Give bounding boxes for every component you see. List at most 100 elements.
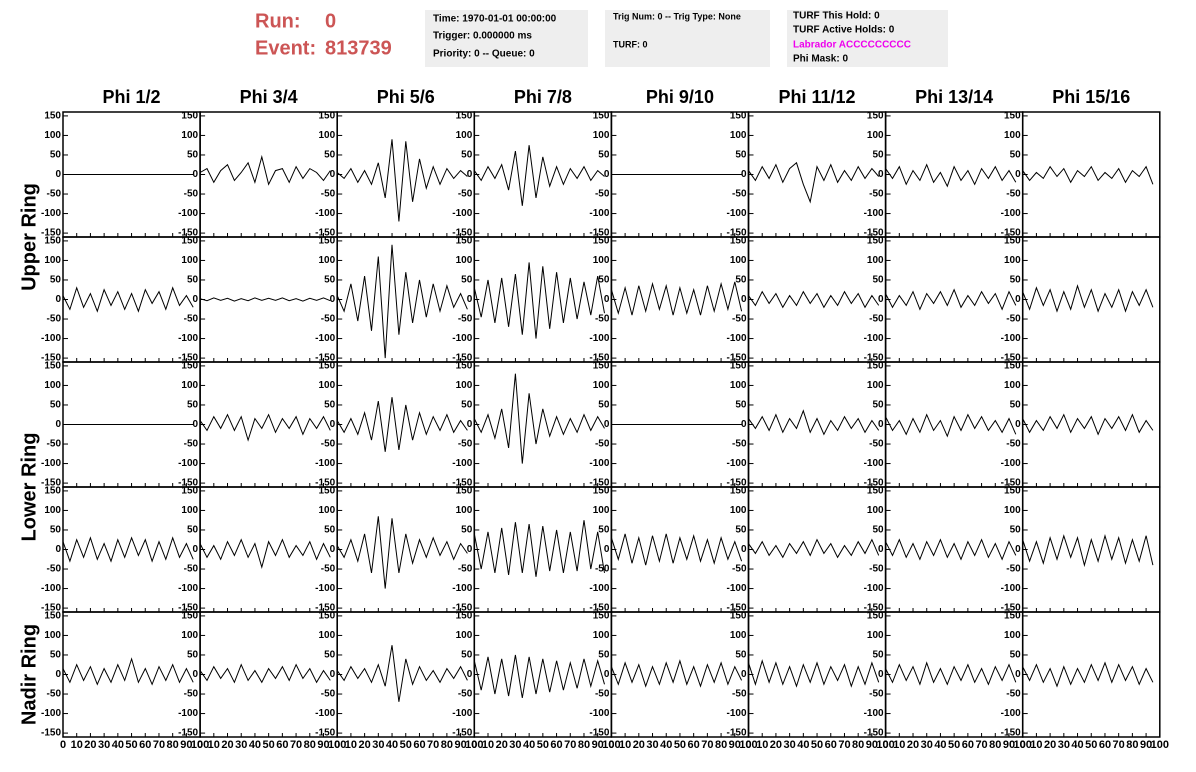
y-tick-label: 100 [44, 630, 61, 641]
x-tick-label: 40 [934, 739, 946, 751]
y-tick-label: 150 [1004, 361, 1021, 372]
y-tick-label: 150 [456, 486, 473, 497]
x-tick-label: 90 [592, 739, 604, 751]
run-label: Run: [255, 10, 301, 32]
y-tick-label: 50 [461, 400, 473, 411]
y-tick-label: -150 [178, 728, 198, 739]
y-tick-label: -150 [726, 353, 746, 364]
waveform [885, 538, 1017, 561]
y-tick-label: -50 [184, 189, 199, 200]
y-tick-label: 50 [735, 650, 747, 661]
x-tick-label: 40 [797, 739, 809, 751]
y-tick-label: -100 [1001, 208, 1021, 219]
y-tick-label: 150 [44, 486, 61, 497]
x-tick-label: 70 [290, 739, 302, 751]
y-tick-label: -100 [1001, 333, 1021, 344]
y-tick-label: -100 [589, 333, 609, 344]
x-tick-label: 90 [1003, 739, 1015, 751]
x-tick-label: 0 [334, 739, 340, 751]
y-tick-label: -100 [864, 208, 884, 219]
waveform [199, 663, 331, 684]
y-tick-label: -50 [595, 689, 610, 700]
panel-frame [1021, 486, 1161, 613]
y-tick-label: 50 [598, 275, 610, 286]
x-tick-label: 60 [276, 739, 288, 751]
y-tick-label: 50 [324, 650, 336, 661]
y-tick-label: -50 [595, 189, 610, 200]
y-tick-label: -150 [726, 478, 746, 489]
x-tick-label: 20 [907, 739, 919, 751]
info-text: Priority: 0 -- Queue: 0 [433, 49, 535, 60]
y-tick-label: 0 [1015, 169, 1021, 180]
y-tick-label: 100 [456, 505, 473, 516]
x-tick-label: 100 [1014, 739, 1032, 751]
y-tick-label: 150 [319, 236, 336, 247]
y-tick-label: -50 [184, 564, 199, 575]
waveform [199, 538, 331, 569]
y-tick-label: -150 [1001, 478, 1021, 489]
y-tick-label: -150 [315, 603, 335, 614]
waveform [1022, 661, 1154, 688]
y-tick-label: -100 [315, 333, 335, 344]
y-tick-label: 0 [878, 669, 884, 680]
panel-frame [1021, 236, 1161, 363]
y-tick-label: 50 [187, 150, 199, 161]
y-tick-label: -50 [458, 439, 473, 450]
y-tick-label: 150 [181, 236, 198, 247]
x-tick-label: 10 [893, 739, 905, 751]
x-tick-label: 10 [756, 739, 768, 751]
y-tick-label: 150 [867, 486, 884, 497]
y-tick-label: -50 [1006, 689, 1021, 700]
x-tick-label: 40 [249, 739, 261, 751]
y-tick-label: -150 [452, 353, 472, 364]
x-tick-label: 30 [235, 739, 247, 751]
y-tick-label: 100 [181, 630, 198, 641]
y-tick-label: 50 [187, 650, 199, 661]
y-tick-label: -100 [41, 583, 61, 594]
y-tick-label: 50 [872, 275, 884, 286]
waveform [199, 413, 331, 442]
x-tick-label: 50 [1085, 739, 1097, 751]
x-tick-label: 60 [962, 739, 974, 751]
x-tick-label: 60 [688, 739, 700, 751]
x-tick-label: 90 [866, 739, 878, 751]
x-tick-label: 60 [1099, 739, 1111, 751]
waveform [473, 373, 605, 464]
x-tick-label: 0 [1020, 739, 1026, 751]
y-tick-label: 150 [319, 361, 336, 372]
x-tick-label: 80 [578, 739, 590, 751]
waveform [336, 139, 468, 222]
y-tick-label: 0 [467, 669, 473, 680]
y-tick-label: -150 [41, 228, 61, 239]
x-tick-label: 80 [304, 739, 316, 751]
x-tick-label: 20 [221, 739, 233, 751]
y-tick-label: 150 [181, 486, 198, 497]
x-tick-label: 10 [619, 739, 631, 751]
y-tick-label: -150 [41, 603, 61, 614]
y-tick-label: 150 [1004, 611, 1021, 622]
x-tick-label: 100 [328, 739, 346, 751]
y-tick-label: 0 [467, 544, 473, 555]
x-tick-label: 10 [345, 739, 357, 751]
y-tick-label: -50 [869, 689, 884, 700]
waveform [473, 145, 605, 206]
y-tick-label: -100 [315, 583, 335, 594]
x-tick-label: 30 [921, 739, 933, 751]
y-tick-label: -150 [315, 478, 335, 489]
waveform [336, 516, 468, 589]
y-tick-label: 50 [187, 275, 199, 286]
waveform [748, 290, 880, 309]
y-tick-label: 150 [319, 111, 336, 122]
y-tick-label: -150 [589, 353, 609, 364]
x-tick-label: 100 [876, 739, 894, 751]
x-tick-label: 20 [496, 739, 508, 751]
y-tick-label: 0 [193, 294, 199, 305]
y-tick-label: -50 [458, 314, 473, 325]
y-tick-label: 150 [730, 361, 747, 372]
y-tick-label: -50 [1006, 189, 1021, 200]
x-tick-label: 20 [770, 739, 782, 751]
y-tick-label: 150 [593, 611, 610, 622]
y-tick-label: 150 [593, 361, 610, 372]
y-tick-label: 0 [1015, 294, 1021, 305]
y-tick-label: 100 [1004, 505, 1021, 516]
